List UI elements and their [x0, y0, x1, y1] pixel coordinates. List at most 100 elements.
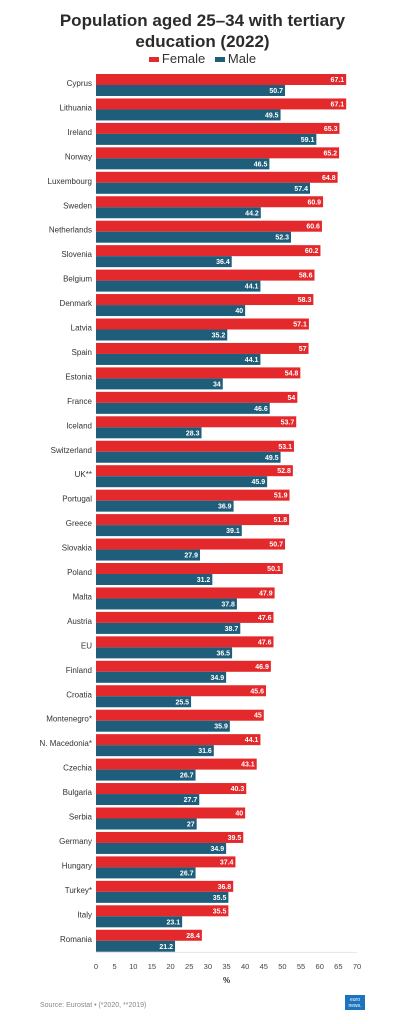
data-label-male: 40	[235, 308, 243, 315]
bar-male	[96, 720, 230, 732]
bar-male	[96, 647, 233, 659]
bar-male	[96, 133, 317, 145]
data-label-male: 49.5	[265, 455, 279, 462]
bar-female	[96, 563, 283, 574]
bar-female	[96, 685, 267, 697]
category-label: Iceland	[66, 421, 92, 430]
bar-male	[96, 85, 286, 96]
bar-male	[96, 794, 200, 806]
data-label-male: 26.7	[180, 870, 194, 877]
bar-female	[96, 783, 247, 795]
bar-female	[96, 318, 309, 330]
bar-male	[96, 549, 201, 561]
bar-male	[96, 231, 292, 243]
data-label-female: 50.1	[267, 566, 281, 573]
legend: Female Male	[0, 51, 405, 66]
data-label-male: 34.9	[211, 675, 225, 682]
bar-male	[96, 867, 196, 879]
category-label: Greece	[66, 519, 93, 528]
data-label-male: 39.1	[226, 528, 240, 535]
bar-female	[96, 220, 322, 232]
category-label: Lithuania	[60, 103, 93, 112]
data-label-male: 27.9	[184, 553, 198, 560]
bar-male	[96, 940, 176, 952]
bar-female	[96, 611, 274, 623]
data-label-male: 27.7	[184, 797, 198, 804]
data-label-male: 50.7	[269, 88, 283, 95]
legend-item-male: Male	[214, 51, 256, 66]
category-label: EU	[81, 641, 92, 650]
bar-male	[96, 818, 197, 830]
euronews-logo: euro news.	[345, 995, 365, 1010]
bar-female	[96, 269, 315, 281]
bar-male	[96, 598, 237, 610]
bar-female	[96, 880, 234, 892]
data-label-female: 60.6	[306, 224, 320, 231]
data-label-female: 64.8	[322, 175, 336, 182]
logo-line2: news.	[348, 1003, 362, 1009]
data-label-female: 51.9	[274, 493, 288, 500]
bar-male	[96, 451, 281, 463]
bar-female	[96, 465, 293, 477]
category-label: Denmark	[60, 299, 93, 308]
bar-male	[96, 378, 223, 390]
bar-female	[96, 538, 286, 550]
bar-female	[96, 74, 347, 85]
data-label-female: 54.8	[285, 370, 299, 377]
data-label-female: 45	[254, 713, 262, 720]
x-tick-label: 35	[222, 962, 230, 971]
category-label: France	[67, 397, 92, 406]
category-label: Sweden	[63, 201, 92, 210]
chart-title-line2: education (2022)	[135, 32, 270, 51]
category-label: Finland	[66, 666, 92, 675]
bar-female	[96, 122, 340, 134]
bar-female	[96, 147, 340, 159]
x-tick-label: 65	[334, 962, 342, 971]
x-tick-label: 55	[297, 962, 305, 971]
data-label-female: 53.1	[278, 444, 292, 451]
category-label: Slovenia	[61, 250, 92, 259]
category-label: UK**	[75, 470, 92, 479]
x-tick-label: 10	[129, 962, 137, 971]
x-tick-label: 20	[166, 962, 174, 971]
data-label-female: 53.7	[281, 419, 295, 426]
bar-male	[96, 427, 202, 439]
bar-female	[96, 514, 290, 526]
category-label: Czechia	[63, 764, 92, 773]
data-label-female: 43.1	[241, 762, 255, 769]
x-tick-label: 40	[241, 962, 249, 971]
data-label-male: 49.5	[265, 112, 279, 119]
data-label-male: 34	[213, 381, 221, 388]
category-label: Luxembourg	[48, 177, 92, 186]
data-label-female: 67.1	[331, 101, 345, 108]
bar-male	[96, 574, 213, 585]
bar-male	[96, 329, 228, 341]
bar-female	[96, 98, 347, 110]
bar-male	[96, 256, 232, 268]
data-label-female: 57	[299, 346, 307, 353]
x-tick-label: 0	[94, 962, 98, 971]
data-label-male: 28.3	[186, 430, 200, 437]
chart-title-line1: Population aged 25–34 with tertiary	[59, 11, 346, 30]
category-label: Norway	[65, 152, 92, 161]
data-label-male: 37.8	[221, 601, 235, 608]
category-label: Portugal	[62, 495, 92, 504]
data-label-female: 37.4	[220, 859, 234, 866]
data-label-female: 60.9	[307, 199, 321, 206]
bar-female	[96, 660, 271, 672]
data-label-female: 36.8	[218, 884, 232, 891]
data-label-male: 52.3	[275, 235, 289, 242]
bar-female	[96, 440, 294, 452]
data-label-female: 65.3	[324, 126, 338, 133]
category-label: Spain	[72, 348, 92, 357]
x-tick-label: 15	[148, 962, 156, 971]
data-label-female: 51.8	[274, 517, 288, 524]
bar-female	[96, 587, 275, 599]
bar-female	[96, 856, 236, 868]
data-label-male: 44.2	[245, 210, 259, 217]
legend-swatch-male	[214, 57, 225, 63]
x-tick-label: 60	[316, 962, 324, 971]
data-label-male: 25.5	[175, 699, 189, 706]
chart-title: Population aged 25–34 with tertiary educ…	[0, 10, 405, 52]
